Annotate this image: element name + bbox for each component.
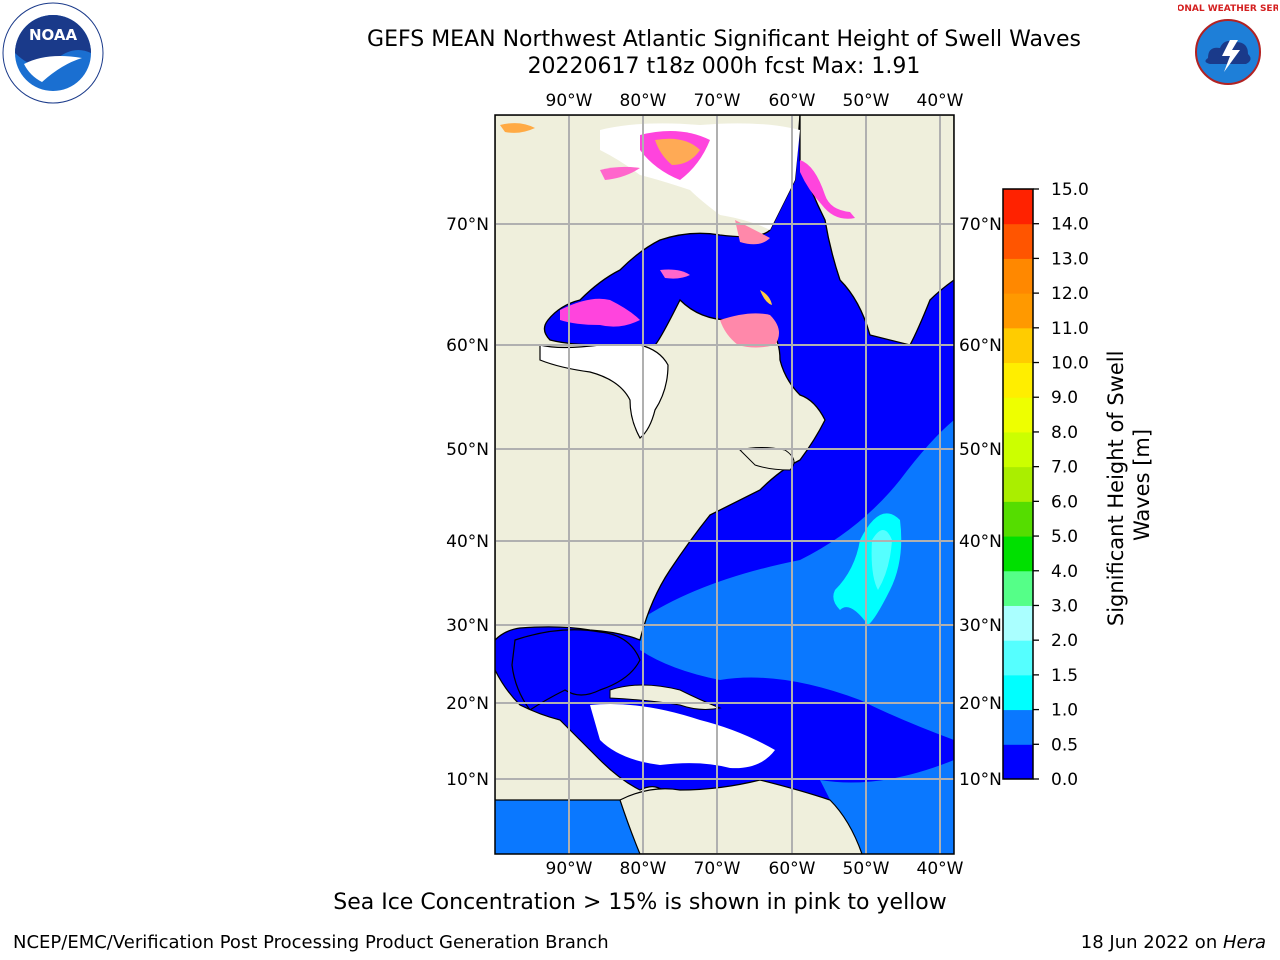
nws-logo-text: NATIONAL WEATHER SERVICE [1178,4,1278,14]
colorbar-tick-label: 8.0 [1051,423,1078,443]
lat-labels-right: 70°N 60°N 50°N 40°N 30°N 20°N 10°N [959,215,1002,790]
lat-labels-left: 70°N 60°N 50°N 40°N 30°N 20°N 10°N [446,215,489,790]
lon-label-top: 70°W [694,91,741,111]
lon-labels-bottom: 90°W 80°W 70°W 60°W 50°W 40°W [546,859,964,879]
footer-timestamp: 18 Jun 2022 on Hera [1081,932,1266,953]
lon-label-bottom: 60°W [769,859,816,879]
colorbar-segment [1003,397,1033,433]
swell-band-east [820,760,954,854]
lat-label-right: 20°N [959,694,1002,714]
sea-ice-overlay [500,123,855,348]
lat-label-left: 20°N [446,694,489,714]
colorbar-segment [1003,570,1033,606]
colorbar-tick-label: 6.0 [1051,492,1078,512]
colorbar-tick-label: 7.0 [1051,458,1078,478]
colorbar-tick-label: 12.0 [1051,284,1089,304]
colorbar-segment [1003,501,1033,537]
colorbar-label: Significant Height of Swell Waves [m] [1104,344,1154,626]
footer-machine: Hera [1222,932,1266,953]
lat-label-right: 50°N [959,440,1002,460]
colorbar-tick-label: 3.0 [1051,596,1078,616]
colorbar-segment [1003,536,1033,572]
lon-label-bottom: 50°W [843,859,890,879]
colorbar-segment [1003,431,1033,468]
lat-label-left: 60°N [446,336,489,356]
colorbar-segment [1003,709,1033,745]
lat-label-right: 30°N [959,616,1002,636]
footer-date: 18 Jun 2022 on [1080,932,1223,953]
lon-label-top: 60°W [769,91,816,111]
lon-label-bottom: 90°W [546,859,593,879]
colorbar-segment [1003,744,1033,780]
colorbar-tick-label: 2.0 [1051,631,1078,651]
colorbar-tick-label: 15.0 [1051,180,1089,200]
colorbar-tick-label: 13.0 [1051,249,1089,269]
noaa-logo: NOAA [2,2,104,104]
lon-label-top: 80°W [620,91,667,111]
swell-band-0-5-to-1-0 [640,420,954,740]
swell-band-1-5-to-2-0 [871,530,892,590]
map-frame [494,114,955,855]
lat-label-left: 50°N [446,440,489,460]
noaa-logo-text: NOAA [29,26,78,44]
land-newfoundland [739,447,795,471]
chart-title: GEFS MEAN Northwest Atlantic Significant… [367,27,1081,52]
lon-label-top: 90°W [546,91,593,111]
lon-label-bottom: 70°W [694,859,741,879]
colorbar-tick-label: 4.0 [1051,562,1078,582]
colorbar-segment [1003,640,1033,676]
lon-label-bottom: 40°W [917,859,964,879]
colorbar-segment [1003,258,1033,294]
colorbar-segment [1003,327,1033,364]
colorbar-segment [1003,293,1033,329]
lat-label-left: 30°N [446,616,489,636]
map-gridlines [495,115,954,854]
colorbar-tick-label: 14.0 [1051,215,1089,235]
colorbar-tick-label: 9.0 [1051,388,1078,408]
colorbar-segment [1003,189,1033,225]
colorbar-tick-label: 1.5 [1051,666,1078,686]
colorbar-segment [1003,223,1033,259]
lat-label-left: 10°N [446,770,489,790]
colorbar-segment [1003,605,1033,641]
colorbar-tick-label: 0.0 [1051,770,1078,790]
colorbar-tick-label: 11.0 [1051,319,1089,339]
lon-labels-top: 90°W 80°W 70°W 60°W 50°W 40°W [546,91,964,111]
colorbar-segment [1003,674,1033,711]
lat-label-left: 70°N [446,215,489,235]
colorbar: 0.0 0.5 1.0 1.5 2.0 3.0 4.0 5.0 6.0 7.0 8.0 9.0 10.0… [1002,180,1089,790]
lon-label-top: 50°W [843,91,890,111]
colorbar-segment [1003,466,1033,502]
lat-label-right: 60°N [959,336,1002,356]
sea-ice-caption: Sea Ice Concentration > 15% is shown in … [333,890,947,915]
colorbar-segment [1003,362,1033,398]
lat-label-left: 40°N [446,532,489,552]
lat-label-right: 70°N [959,215,1002,235]
lat-label-right: 10°N [959,770,1002,790]
chart-subtitle: 20220617 t18z 000h fcst Max: 1.91 [527,54,921,79]
lon-label-top: 40°W [917,91,964,111]
lat-label-right: 40°N [959,532,1002,552]
footer-credit: NCEP/EMC/Verification Post Processing Pr… [13,932,609,953]
colorbar-tick-label: 5.0 [1051,527,1078,547]
lon-label-bottom: 80°W [620,859,667,879]
colorbar-tick-label: 1.0 [1051,701,1078,721]
colorbar-tick-label: 0.5 [1051,735,1078,755]
land-greenland [799,115,954,346]
nws-logo: NATIONAL WEATHER SERVICE [1178,4,1278,100]
caribbean-no-data [590,704,775,769]
colorbar-tick-label: 10.0 [1051,354,1089,374]
colorbar-frame [1002,188,1034,780]
